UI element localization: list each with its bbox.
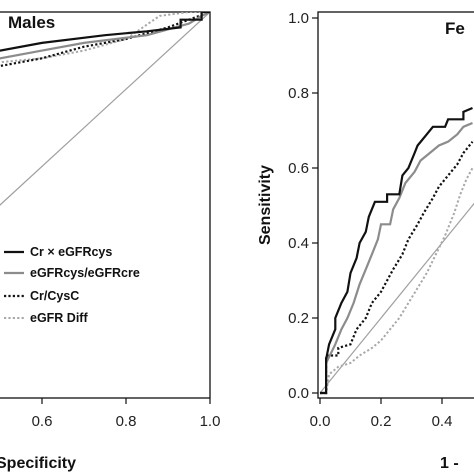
series-line-cr-egfrcys [0, 12, 210, 52]
series-line-cr-egfrcys [320, 106, 473, 395]
series-line-egfr-diff [320, 167, 474, 394]
y-tick-label: 1.0 [288, 10, 309, 27]
x-ticks-females: 0.0 0.2 0.4 [310, 398, 453, 430]
plot-area-males [0, 12, 210, 206]
x-tick-label: 0.4 [432, 413, 453, 430]
legend-label-cr-egfrcys: Cr × eGFRcys [30, 245, 112, 259]
series-line-cr-cysc [320, 141, 474, 395]
series-line-cr-cysc [0, 12, 210, 68]
legend-label-egfr-diff: eGFR Diff [30, 311, 88, 325]
reference-diagonal-line [319, 202, 474, 394]
plot-frame-females [317, 11, 474, 399]
plot-area-females [319, 106, 474, 395]
series-line-egfrcys-egfrcre [0, 12, 210, 60]
x-axis-label-males: Specificity [0, 455, 76, 472]
x-tick-label: 0.8 [116, 413, 137, 430]
title-backdrop-females [438, 14, 474, 42]
reference-diagonal-line [0, 12, 210, 206]
x-tick-label: 0.2 [371, 413, 392, 430]
y-tick-label: 0.4 [288, 235, 309, 252]
y-tick-label: 0.8 [288, 85, 309, 102]
y-tick-label: 0.6 [288, 160, 309, 177]
y-ticks-females: 0.0 0.2 0.4 0.6 0.8 1.0 [288, 10, 318, 402]
series-line-egfr-diff [0, 12, 210, 64]
x-tick-label: 0.0 [310, 413, 331, 430]
y-tick-label: 0.2 [288, 310, 309, 327]
legend: Cr × eGFRcys eGFRcys/eGFRcre Cr/CysC eGF… [4, 245, 140, 325]
panel-title-males: Males [8, 13, 55, 32]
x-tick-label: 1.0 [200, 413, 221, 430]
y-axis-label-females: Sensitivity [257, 165, 274, 245]
panel-males: Males 0.6 0.8 1.0 Specificity Cr × eGFRcys… [0, 11, 221, 472]
y-tick-label: 0.0 [288, 385, 309, 402]
panel-females: Fe 0.0 0.2 0.4 0.6 0.8 1.0 0.0 0.2 0.4 Sensitiv… [257, 10, 474, 472]
x-axis-label-females: 1 - [440, 455, 459, 472]
x-tick-label: 0.6 [32, 413, 53, 430]
x-ticks-males: 0.6 0.8 1.0 [32, 398, 221, 430]
panel-title-females: Fe [445, 19, 465, 38]
series-line-egfrcys-egfrcre [320, 121, 473, 395]
legend-label-cr-cysc: Cr/CysC [30, 289, 79, 303]
legend-label-egfrcys-egfrcre: eGFRcys/eGFRcre [30, 266, 140, 280]
plot-frame-males [0, 11, 211, 399]
